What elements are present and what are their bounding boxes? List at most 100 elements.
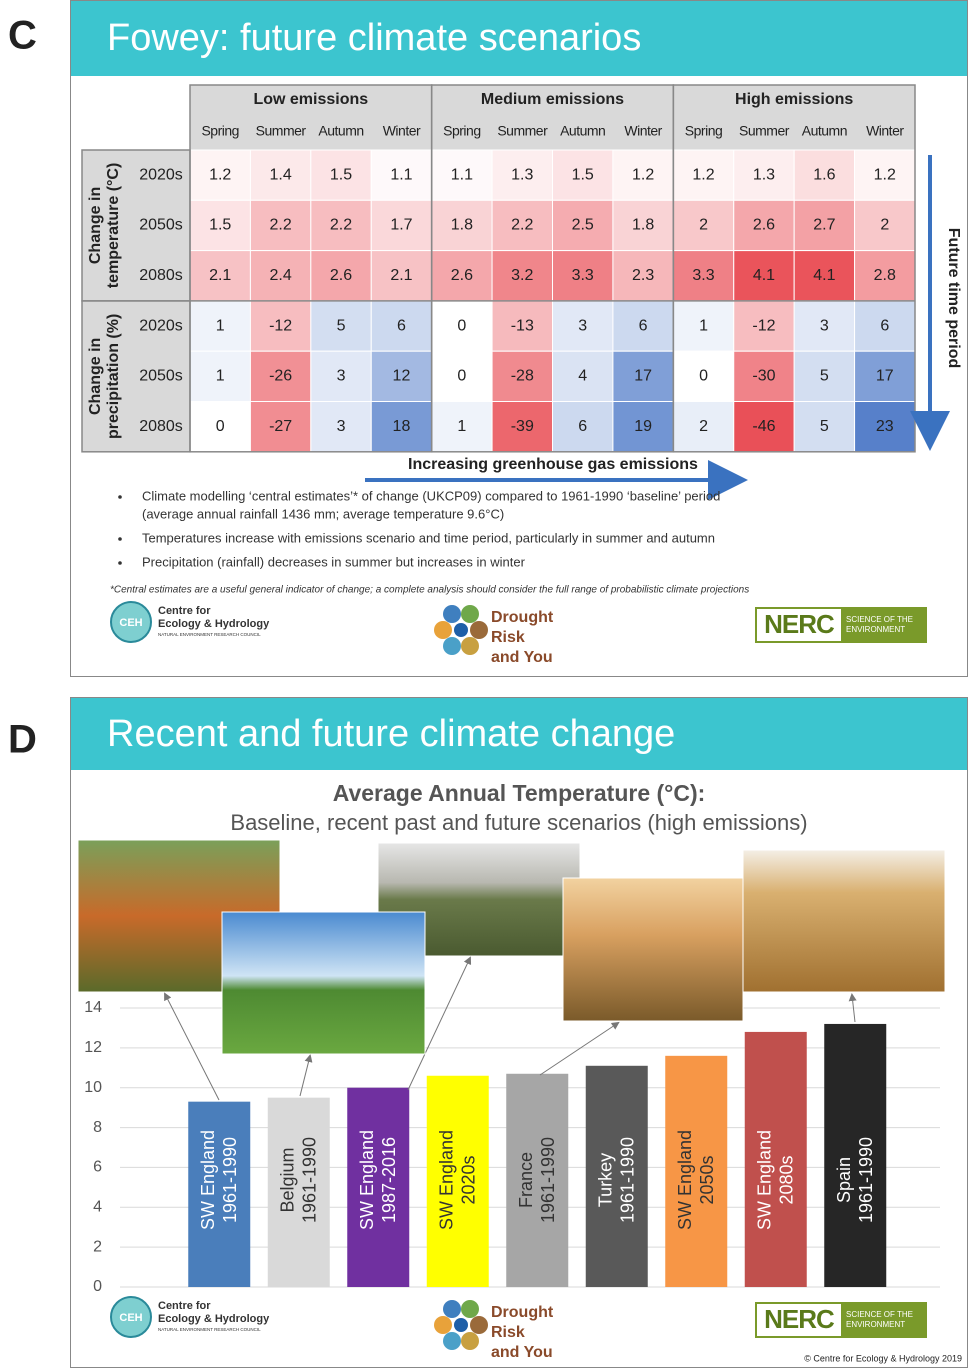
bar-label: 1961-1990 — [538, 1137, 558, 1223]
cell — [491, 199, 554, 252]
cell-label: 23 — [876, 418, 894, 435]
notes: Climate modelling ‘central estimates’* o… — [110, 488, 749, 595]
cell — [672, 350, 735, 403]
row-label: 2050s — [139, 368, 183, 385]
cell-label: 2.6 — [330, 267, 352, 284]
bullet-text: Temperatures increase with emissions sce… — [142, 530, 715, 545]
logo-text: CEH — [119, 1312, 142, 1324]
cell — [612, 199, 674, 252]
cell-label: 2.2 — [270, 217, 292, 234]
cell-label: 6 — [578, 418, 587, 435]
cell-label: 17 — [634, 368, 652, 385]
title-bar — [71, 1, 967, 76]
cell-label: 4.1 — [753, 267, 775, 284]
cell-label: -12 — [752, 317, 775, 334]
cell — [793, 250, 856, 302]
bar-label: France — [516, 1152, 536, 1208]
cell — [552, 401, 614, 453]
y-tick-label: 4 — [93, 1199, 102, 1216]
cell — [793, 300, 856, 352]
bar — [665, 1055, 728, 1287]
cell — [733, 149, 795, 201]
bar-label: 2080s — [777, 1155, 797, 1204]
cell — [431, 199, 493, 252]
cell-label: 1.2 — [632, 166, 654, 183]
cell-label: -39 — [511, 418, 534, 435]
logo-hex — [443, 637, 461, 655]
cell-label: 1.5 — [572, 166, 594, 183]
logo-hex — [461, 1300, 479, 1318]
cell-label: 2.2 — [511, 217, 533, 234]
logo-hex — [470, 1316, 488, 1334]
cell — [672, 250, 735, 302]
bar-label: Spain — [834, 1157, 854, 1203]
bar-label: Belgium — [278, 1147, 298, 1212]
column-label: Winter — [383, 123, 421, 139]
cell — [249, 401, 312, 453]
cell — [612, 350, 674, 403]
cell-label: 1 — [216, 368, 225, 385]
cell — [793, 401, 856, 453]
cell — [370, 199, 433, 252]
cell — [370, 300, 433, 352]
cell-label: 2 — [699, 418, 708, 435]
cell-label: 2 — [880, 217, 889, 234]
cell-label: 3.2 — [511, 267, 533, 284]
bar — [506, 1073, 569, 1287]
cell — [310, 250, 372, 302]
cell — [672, 401, 735, 453]
logo-text: Ecology & Hydrology — [158, 1313, 270, 1325]
cell — [310, 199, 372, 252]
logo-hex — [434, 621, 452, 639]
cell-label: 18 — [393, 418, 411, 435]
column-group-label: Medium emissions — [481, 91, 624, 108]
cell-label: 0 — [216, 418, 225, 435]
cell-label: 5 — [820, 418, 829, 435]
cell-label: 0 — [699, 368, 708, 385]
logo-text: and You — [491, 649, 553, 666]
bar-label: 1961-1990 — [300, 1137, 320, 1223]
cell-label: 1 — [457, 418, 466, 435]
cell-label: 12 — [393, 368, 411, 385]
row-label: 2080s — [139, 418, 183, 435]
cell-label: 6 — [639, 317, 648, 334]
footnote: *Central estimates are a useful general … — [110, 585, 749, 596]
bullet — [118, 537, 122, 541]
pointer — [848, 993, 857, 1023]
panel-title: Fowey: future climate scenarios — [107, 17, 641, 59]
logo-text: CEH — [119, 617, 142, 629]
cell-label: 2.2 — [330, 217, 352, 234]
panel-label: C — [8, 14, 37, 58]
logo-text: Drought — [491, 1304, 554, 1321]
column-label: Spring — [201, 123, 238, 139]
bar-label: SW England — [675, 1130, 695, 1230]
cell-label: 5 — [337, 317, 346, 334]
arrow-label: Increasing greenhouse gas emissions — [408, 456, 698, 473]
row-group-label: Change in — [87, 338, 104, 415]
cell — [491, 250, 554, 302]
column-label: Summer — [256, 123, 307, 139]
cell — [310, 401, 372, 453]
cell-label: 6 — [397, 317, 406, 334]
logo-box — [757, 1304, 841, 1336]
panel-label: D — [8, 718, 37, 762]
logo-drop — [454, 1318, 468, 1332]
logo-text: SCIENCE OF THE — [846, 1310, 913, 1319]
logo-text: ENVIRONMENT — [846, 625, 905, 634]
cell — [310, 300, 372, 352]
logo-drop — [454, 623, 468, 637]
cell — [733, 350, 795, 403]
cell-label: 3 — [820, 317, 829, 334]
cell — [612, 401, 674, 453]
bar-label: SW England — [755, 1130, 775, 1230]
cell-label: 2.6 — [753, 217, 775, 234]
cell — [854, 149, 916, 201]
bar — [585, 1065, 648, 1287]
chart-subtitle: Baseline, recent past and future scenari… — [230, 810, 807, 835]
cell — [189, 250, 251, 302]
cell-label: 1.2 — [692, 166, 714, 183]
bar — [426, 1075, 489, 1287]
cell — [793, 350, 856, 403]
cell-label: 2.1 — [209, 267, 231, 284]
cell-label: 1.1 — [451, 166, 473, 183]
